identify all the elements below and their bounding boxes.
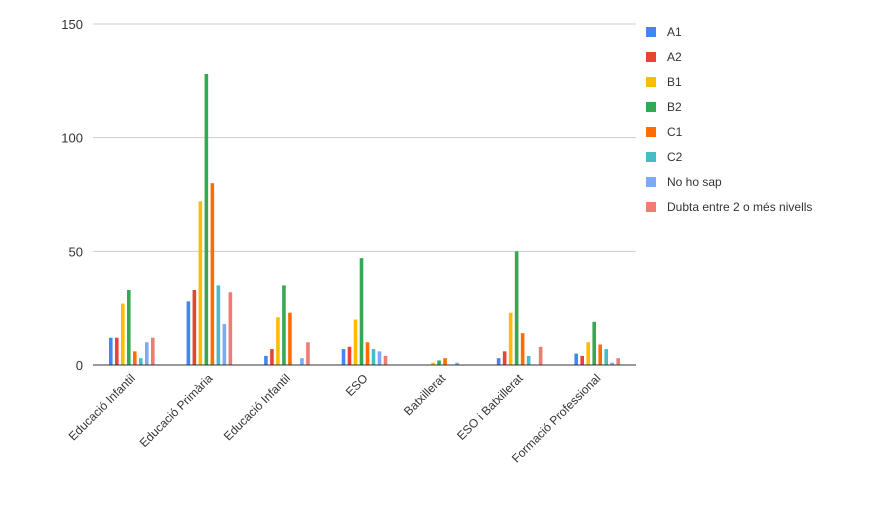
bar-7-b2	[592, 321, 597, 365]
bar-3-no-ho-sap	[300, 358, 304, 365]
bar-4-c2	[371, 349, 376, 365]
bar-3-dubta-entre-2-o-m-s-nivells	[306, 342, 310, 365]
legend-label-no-ho-sap: No ho sap	[667, 175, 722, 189]
bar-7-b1	[586, 342, 591, 365]
legend-swatch-c1	[646, 127, 656, 137]
bar-3-b2	[282, 285, 286, 365]
bar-2-c2	[216, 285, 221, 365]
x-tick-label-2: Educació Primària	[137, 371, 216, 450]
bar-2-b1	[198, 201, 203, 365]
bar-3-a2	[270, 349, 274, 365]
bar-6-b2	[514, 251, 519, 365]
bar-2-a2	[192, 289, 197, 365]
bar-6-b1	[508, 312, 513, 365]
bar-7-no-ho-sap	[610, 362, 615, 365]
bar-7-c1	[598, 344, 603, 365]
bar-6-c1	[520, 333, 525, 365]
bar-2-c1	[210, 183, 215, 365]
y-tick-label-100: 100	[61, 131, 83, 146]
bar-4-no-ho-sap	[377, 351, 382, 365]
bar-7-dubta-entre-2-o-m-s-nivells	[616, 358, 621, 365]
x-tick-label-7: Formació Professional	[509, 371, 603, 465]
x-tick-label-4: ESO	[343, 371, 371, 399]
legend-swatch-a1	[646, 27, 656, 37]
bar-2-a1	[186, 301, 191, 365]
bar-4-dubta-entre-2-o-m-s-nivells	[383, 355, 388, 365]
bar-5-c1	[443, 358, 447, 365]
legend-label-a2: A2	[667, 50, 682, 64]
bar-4-a2	[347, 346, 352, 365]
gridlines	[93, 23, 636, 252]
y-tick-label-50: 50	[69, 244, 83, 259]
legend-swatch-dubta-entre-2-o-m-s-nivells	[646, 202, 656, 212]
bar-6-c2	[526, 355, 531, 365]
legend-swatch-b1	[646, 77, 656, 87]
legend-swatch-no-ho-sap	[646, 177, 656, 187]
bar-4-b1	[353, 319, 358, 365]
bar-1-c1	[132, 351, 137, 365]
bar-3-a1	[264, 355, 268, 365]
bar-1-b2	[126, 289, 131, 365]
bar-2-b2	[204, 74, 209, 365]
legend-swatch-c2	[646, 152, 656, 162]
y-tick-label-0: 0	[76, 358, 83, 373]
legend: A1 A2 B1 B2 C1 C2 No ho sap Dubta entre 2 o més…	[646, 25, 812, 214]
bars	[108, 74, 621, 365]
bar-4-c1	[365, 342, 370, 365]
legend-swatch-a2	[646, 52, 656, 62]
bar-1-b1	[120, 303, 125, 365]
bar-6-a2	[502, 351, 507, 365]
bar-2-dubta-entre-2-o-m-s-nivells	[228, 292, 233, 365]
bar-7-c2	[604, 349, 609, 365]
bar-2-no-ho-sap	[222, 324, 227, 365]
bar-6-a1	[496, 358, 501, 365]
legend-label-a1: A1	[667, 25, 682, 39]
legend-label-c2: C2	[667, 150, 683, 164]
bar-7-a1	[574, 353, 579, 365]
bar-1-c2	[138, 358, 143, 365]
x-tick-label-5: Batxillerat	[401, 371, 449, 419]
legend-swatch-b2	[646, 102, 656, 112]
x-tick-label-1: Educació Infantil	[66, 371, 138, 443]
x-tick-label-3: Educació Infantil	[221, 371, 293, 443]
bar-1-dubta-entre-2-o-m-s-nivells	[150, 337, 155, 365]
bar-1-no-ho-sap	[144, 342, 149, 365]
bar-1-a2	[114, 337, 119, 365]
bar-4-a1	[341, 349, 346, 365]
bar-3-b1	[276, 317, 280, 365]
legend-label-c1: C1	[667, 125, 683, 139]
legend-label-dubta-entre-2-o-m-s-nivells: Dubta entre 2 o més nivells	[667, 200, 812, 214]
bar-1-a1	[108, 337, 113, 365]
bar-5-no-ho-sap	[455, 362, 459, 365]
x-tick-label-6: ESO i Batxillerat	[454, 371, 526, 443]
legend-label-b1: B1	[667, 75, 682, 89]
bar-6-dubta-entre-2-o-m-s-nivells	[538, 346, 543, 365]
bar-7-a2	[580, 355, 585, 365]
legend-label-b2: B2	[667, 100, 682, 114]
y-tick-label-150: 150	[61, 17, 83, 32]
bar-4-b2	[359, 258, 364, 365]
bar-5-b1	[431, 362, 435, 365]
bar-3-c1	[288, 312, 292, 365]
bar-5-b2	[437, 360, 441, 365]
